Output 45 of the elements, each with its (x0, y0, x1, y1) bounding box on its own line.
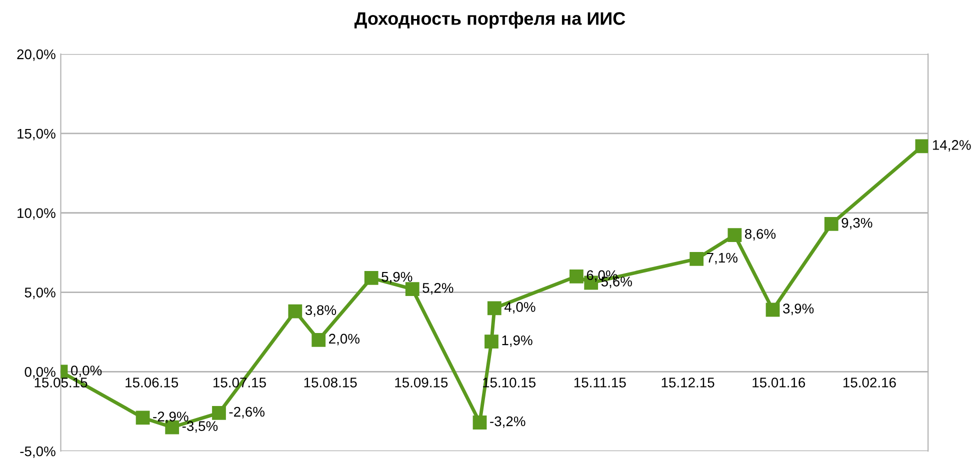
point (405, 282, 420, 296)
data-label: 5,2% (422, 282, 454, 294)
point (487, 301, 502, 316)
point (570, 269, 584, 284)
point (364, 271, 378, 285)
x-tick-label: 15.06.15 (126, 378, 178, 388)
point (136, 410, 150, 425)
data-label: 9,3% (842, 218, 872, 230)
x-tick-label: 15.01.16 (752, 378, 806, 388)
point (472, 416, 487, 430)
x-tick-label: 15.12.15 (662, 378, 714, 388)
data-label: 3,9% (783, 304, 814, 316)
data-label: 1,9% (502, 335, 532, 347)
y-tick-label: 15,0% (18, 128, 56, 140)
chart-title: Доходность портфеля на ИИС (354, 12, 626, 28)
y-tick-label: 20,0% (17, 49, 56, 61)
point (312, 332, 326, 347)
data-label: 14,2% (932, 140, 971, 152)
data-label: 5,9% (382, 272, 412, 284)
data-label: -3,2% (490, 416, 526, 428)
point (484, 334, 498, 348)
x-tick-label: 15.08.15 (304, 378, 357, 388)
point (212, 406, 226, 420)
x-tick-label: 15.09.15 (395, 378, 448, 388)
y-tick-label: -5,0% (20, 446, 56, 458)
y-tick-label: 0,0% (24, 367, 56, 378)
data-label: 2,0% (329, 334, 360, 346)
point (766, 302, 780, 317)
data-label: 3,8% (305, 305, 336, 317)
data-label: 0,0% (71, 366, 102, 378)
data-label: 7,1% (707, 252, 738, 264)
x-tick-label: 15.02.16 (843, 378, 896, 388)
data-label: 8,6% (745, 228, 776, 240)
data-label: 4,0% (504, 302, 536, 314)
x-tick-label: 15.11.15 (574, 378, 626, 388)
point (824, 217, 838, 231)
y-tick-label: 10,0% (18, 208, 56, 220)
point (288, 304, 302, 318)
data-label: -3,5% (182, 421, 218, 433)
point (728, 228, 742, 242)
data-label: -2,9% (153, 412, 188, 424)
point (915, 139, 928, 154)
y-tick-label: 5,0% (24, 288, 56, 300)
data-label: -2,6% (229, 406, 264, 418)
point (690, 252, 704, 266)
